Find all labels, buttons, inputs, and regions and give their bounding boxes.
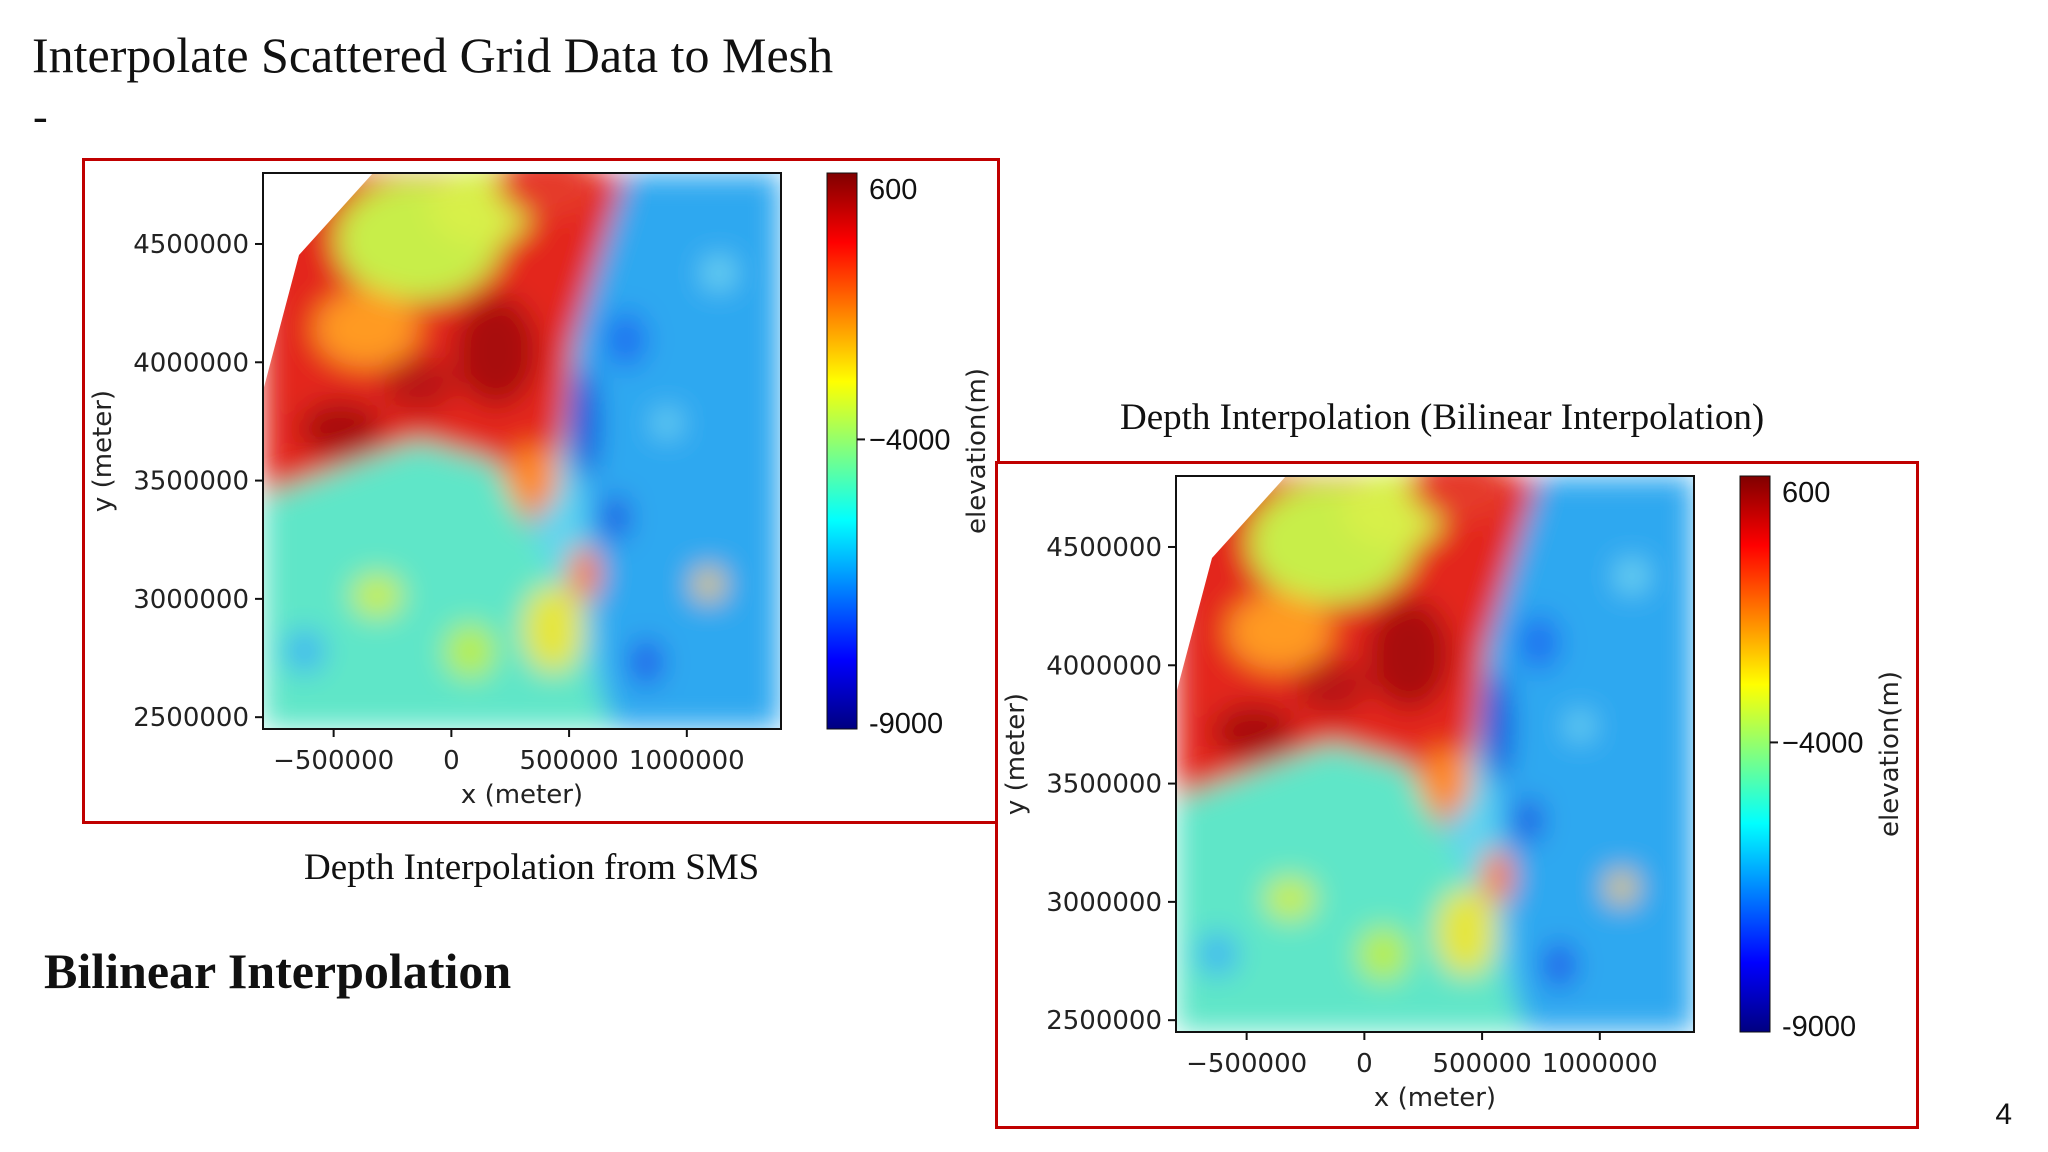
blob-trench-far	[1543, 943, 1575, 988]
blob-east-low	[604, 312, 647, 368]
slide-title: Interpolate Scattered Grid Data to Mesh	[32, 27, 834, 83]
blob-dark-red-center	[1367, 598, 1451, 710]
blob-orange-isle	[1481, 848, 1513, 905]
y-tick-label: 3000000	[1046, 888, 1162, 918]
chart-frame-sms: −500000 0 500000 1000000 2500000 3000000 35000…	[82, 158, 1000, 824]
axes-frame	[1175, 475, 1695, 1033]
blob-orange-south	[1419, 748, 1472, 816]
colorbar-label: elevation(m)	[1875, 671, 1905, 837]
blob-north-ridge	[496, 173, 600, 218]
heatmap-chart-bilinear: −500000 0 500000 1000000 2500000 3000000 35000…	[1001, 475, 1905, 1113]
field-east-deep	[1486, 476, 1694, 1032]
x-tick-label: 500000	[519, 746, 618, 776]
colorbar-tick-label: -9000	[1782, 1011, 1856, 1043]
colorbar-tick-label: −4000	[1782, 727, 1863, 759]
x-axis-label: x (meter)	[1374, 1083, 1496, 1113]
field-south-shelf	[1176, 742, 1529, 1032]
blob-east-light-2	[1567, 712, 1593, 741]
axes-frame	[262, 172, 782, 730]
y-tick-label: 4500000	[1046, 533, 1162, 563]
blob-dark-red-mid	[382, 356, 455, 413]
y-tick-label: 3000000	[133, 585, 249, 615]
blob-orange-west	[314, 289, 419, 368]
colorbar-tick-label: -9000	[869, 708, 943, 740]
title-dash: -	[33, 92, 48, 141]
blob-orange-isle	[568, 545, 600, 602]
blob-east-orange	[692, 567, 725, 602]
y-tick-label: 3500000	[133, 467, 249, 497]
blob-orange-west	[1227, 592, 1332, 671]
blob-west-blue	[283, 628, 326, 674]
blob-trench-south	[602, 495, 629, 540]
elevation-field	[263, 173, 781, 729]
colorbar-tick-label: −4000	[869, 424, 950, 456]
blob-north-ridge	[1409, 476, 1513, 521]
caption-bilinear: Depth Interpolation (Bilinear Interpolat…	[1120, 397, 1765, 438]
blob-dark-red-west	[299, 400, 383, 457]
y-axis-label: y (meter)	[1001, 693, 1031, 815]
page-number: 4	[1995, 1098, 2012, 1131]
blob-east-light	[1616, 559, 1648, 593]
colorbar-label: elevation(m)	[962, 368, 992, 534]
x-tick-label: 500000	[1432, 1049, 1531, 1079]
x-tick-label: −500000	[273, 746, 394, 776]
colorbar-tick-label: 600	[1782, 477, 1830, 509]
elevation-field	[1176, 476, 1694, 1032]
colorbar	[1739, 475, 1771, 1033]
x-tick-label: −500000	[1186, 1049, 1307, 1079]
blob-dark-red-center	[454, 295, 538, 407]
heatmap-chart-sms: −500000 0 500000 1000000 2500000 3000000 35000…	[88, 172, 992, 810]
blob-trench-south	[1515, 798, 1542, 843]
colorbar-tick-label: 600	[869, 174, 917, 206]
blob-dark-red-mid	[1295, 659, 1368, 716]
blob-green-west	[351, 573, 403, 618]
x-tick-label: 1000000	[1542, 1049, 1658, 1079]
y-tick-label: 4500000	[133, 230, 249, 260]
colorbar	[826, 172, 858, 730]
section-heading: Bilinear Interpolation	[44, 943, 512, 999]
blob-trench	[571, 367, 598, 479]
blob-trench	[1484, 670, 1511, 782]
blob-east-light-2	[654, 409, 680, 438]
blob-green-south	[1357, 926, 1410, 982]
caption-sms: Depth Interpolation from SMS	[304, 847, 760, 888]
blob-west-blue	[1196, 931, 1239, 977]
blob-yellow-south	[522, 584, 585, 674]
x-tick-label: 0	[443, 746, 460, 776]
blob-east-low	[1517, 615, 1560, 671]
blob-yellow-south	[1435, 887, 1498, 977]
x-tick-label: 0	[1356, 1049, 1373, 1079]
field-east-deep	[573, 173, 781, 729]
blob-east-orange	[1605, 870, 1638, 905]
y-tick-label: 4000000	[133, 348, 249, 378]
blob-green-south	[444, 623, 497, 679]
blob-east-light	[703, 256, 735, 290]
blob-orange-south	[506, 445, 559, 513]
chart-frame-bilinear: −500000 0 500000 1000000 2500000 3000000 35000…	[995, 461, 1919, 1129]
field-south-shelf	[263, 439, 616, 729]
blob-green-west	[1264, 876, 1316, 921]
blob-trench-far	[630, 640, 662, 685]
y-tick-label: 2500000	[133, 703, 249, 733]
x-axis-label: x (meter)	[461, 780, 583, 810]
y-tick-label: 4000000	[1046, 651, 1162, 681]
y-axis-label: y (meter)	[88, 390, 118, 512]
y-tick-label: 2500000	[1046, 1006, 1162, 1036]
x-tick-label: 1000000	[629, 746, 745, 776]
y-tick-label: 3500000	[1046, 770, 1162, 800]
blob-dark-red-west	[1212, 703, 1296, 760]
